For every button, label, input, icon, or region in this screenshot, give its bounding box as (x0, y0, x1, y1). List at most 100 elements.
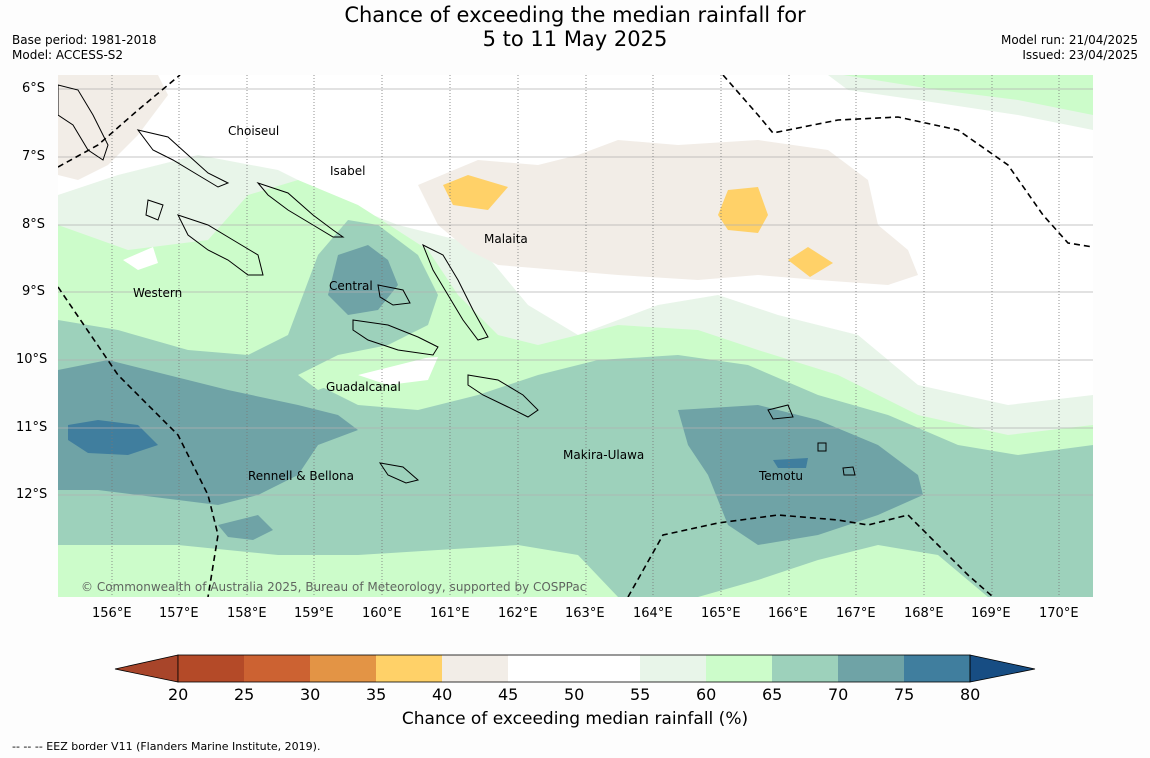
colorbar-swatch (310, 655, 376, 682)
island-makira (467, 374, 539, 418)
lon-tick-label: 163°E (565, 606, 605, 621)
lon-tick-label: 159°E (294, 606, 334, 621)
lon-tick-label: 167°E (836, 606, 876, 621)
colorbar-tick-label: 35 (366, 685, 387, 704)
colorbar-swatch (640, 655, 706, 682)
model-name: Model: ACCESS-S2 (12, 48, 124, 62)
island-vanikoro (842, 466, 856, 476)
colorbar-tick-label: 65 (762, 685, 783, 704)
lon-tick-label: 165°E (701, 606, 741, 621)
lon-tick-label: 156°E (92, 606, 132, 621)
colorbar-swatch (838, 655, 904, 682)
colorbar-tick-label: 20 (168, 685, 189, 704)
eez-footnote: -- -- -- EEZ border V11 (Flanders Marine… (12, 740, 321, 753)
eez-border-n (722, 75, 1093, 248)
contour-70-75-east (678, 405, 923, 545)
rainfall-map: Choiseul Isabel Malaita Western Central … (58, 75, 1093, 597)
contour-35-40-a (443, 175, 508, 210)
model-run: Model run: 21/04/2025 (1000, 33, 1138, 47)
contour-70-75 (58, 360, 358, 505)
colorbar-tick-label: 55 (630, 685, 651, 704)
island-vella (145, 199, 164, 221)
lon-tick-label: 166°E (768, 606, 808, 621)
lon-tick-label: 158°E (227, 606, 267, 621)
island-malaita (422, 243, 489, 341)
place-label: Western (133, 286, 182, 300)
contour-70-75-south (218, 515, 273, 540)
contour-40-45-nw (58, 75, 168, 180)
lat-tick-label: 9°S (22, 284, 46, 299)
lon-tick-label: 157°E (159, 606, 199, 621)
copyright-text: © Commonwealth of Australia 2025, Bureau… (81, 580, 586, 594)
island-isabel (256, 181, 345, 238)
colorbar-swatch (772, 655, 838, 682)
island-santa-cruz (767, 404, 794, 420)
colorbar (114, 654, 1036, 683)
place-label: Rennell & Bellona (248, 469, 354, 483)
colorbar-tick-label: 45 (498, 685, 519, 704)
contour-40-45-central (418, 140, 918, 285)
lon-tick-label: 169°E (971, 606, 1011, 621)
colorbar-left-arrow (114, 654, 179, 683)
colorbar-label: Chance of exceeding median rainfall (%) (401, 709, 749, 729)
island-choiseul (136, 129, 230, 188)
map-title-line1: Chance of exceeding the median rainfall … (344, 3, 806, 27)
contour-60-65-w-island (123, 247, 158, 270)
island-rennell (378, 462, 420, 484)
eez-border-nw (58, 75, 181, 168)
place-label: Central (329, 279, 373, 293)
colorbar-tick-label: 75 (894, 685, 915, 704)
island-utupua (817, 442, 827, 452)
colorbar-outline (177, 654, 971, 683)
contour-35-40-b (718, 187, 768, 233)
place-label: Choiseul (228, 124, 279, 138)
contour-75-80 (68, 420, 158, 455)
eez-border-w (58, 286, 219, 597)
lat-tick-label: 11°S (16, 420, 48, 435)
lat-tick-label: 10°S (16, 352, 48, 367)
colorbar-tick-label: 25 (234, 685, 255, 704)
coastlines (58, 84, 856, 484)
base-period: Base period: 1981-2018 (12, 33, 157, 47)
lon-gridlines (111, 75, 1060, 597)
colorbar-swatch (508, 655, 574, 682)
colorbar-swatch (706, 655, 772, 682)
island-guadalcanal (352, 319, 439, 356)
lat-tick-label: 7°S (22, 149, 46, 164)
lon-tick-label: 161°E (430, 606, 470, 621)
colorbar-tick-label: 70 (828, 685, 849, 704)
contour-75-80-east (773, 458, 808, 468)
colorbar-tick-label: 60 (696, 685, 717, 704)
place-label: Isabel (330, 164, 365, 178)
island-nggela (377, 284, 411, 306)
place-labels: Choiseul Isabel Malaita Western Central … (133, 124, 803, 483)
colorbar-swatch (574, 655, 640, 682)
colorbar-swatch (904, 655, 970, 682)
contour-white-patch (358, 357, 438, 385)
island-new-georgia (177, 214, 264, 276)
issued-date: Issued: 23/04/2025 (1022, 48, 1138, 62)
place-label: Malaita (484, 232, 528, 246)
place-label: Temotu (758, 469, 803, 483)
colorbar-right-arrow (969, 654, 1036, 683)
colorbar-tick-label: 80 (960, 685, 981, 704)
eez-border-s (627, 514, 994, 597)
lon-tick-label: 162°E (498, 606, 538, 621)
contour-green-patch (298, 335, 438, 390)
lat-gridlines (58, 88, 1093, 496)
colorbar-swatch (178, 655, 244, 682)
lat-tick-label: 12°S (16, 487, 48, 502)
lon-tick-label: 164°E (633, 606, 673, 621)
contour-60-65-ne (843, 75, 1093, 115)
colorbar-tick-label: 50 (564, 685, 585, 704)
eez-borders (58, 75, 1093, 597)
colorbar-swatch (376, 655, 442, 682)
colorbar-swatch (244, 655, 310, 682)
contour-35-40-c (788, 247, 833, 277)
colorbar-swatch (442, 655, 508, 682)
lon-tick-label: 160°E (362, 606, 402, 621)
map-title-line2: 5 to 11 May 2025 (482, 27, 668, 51)
colorbar-tick-label: 30 (300, 685, 321, 704)
lon-tick-label: 168°E (904, 606, 944, 621)
lat-tick-label: 6°S (22, 81, 46, 96)
